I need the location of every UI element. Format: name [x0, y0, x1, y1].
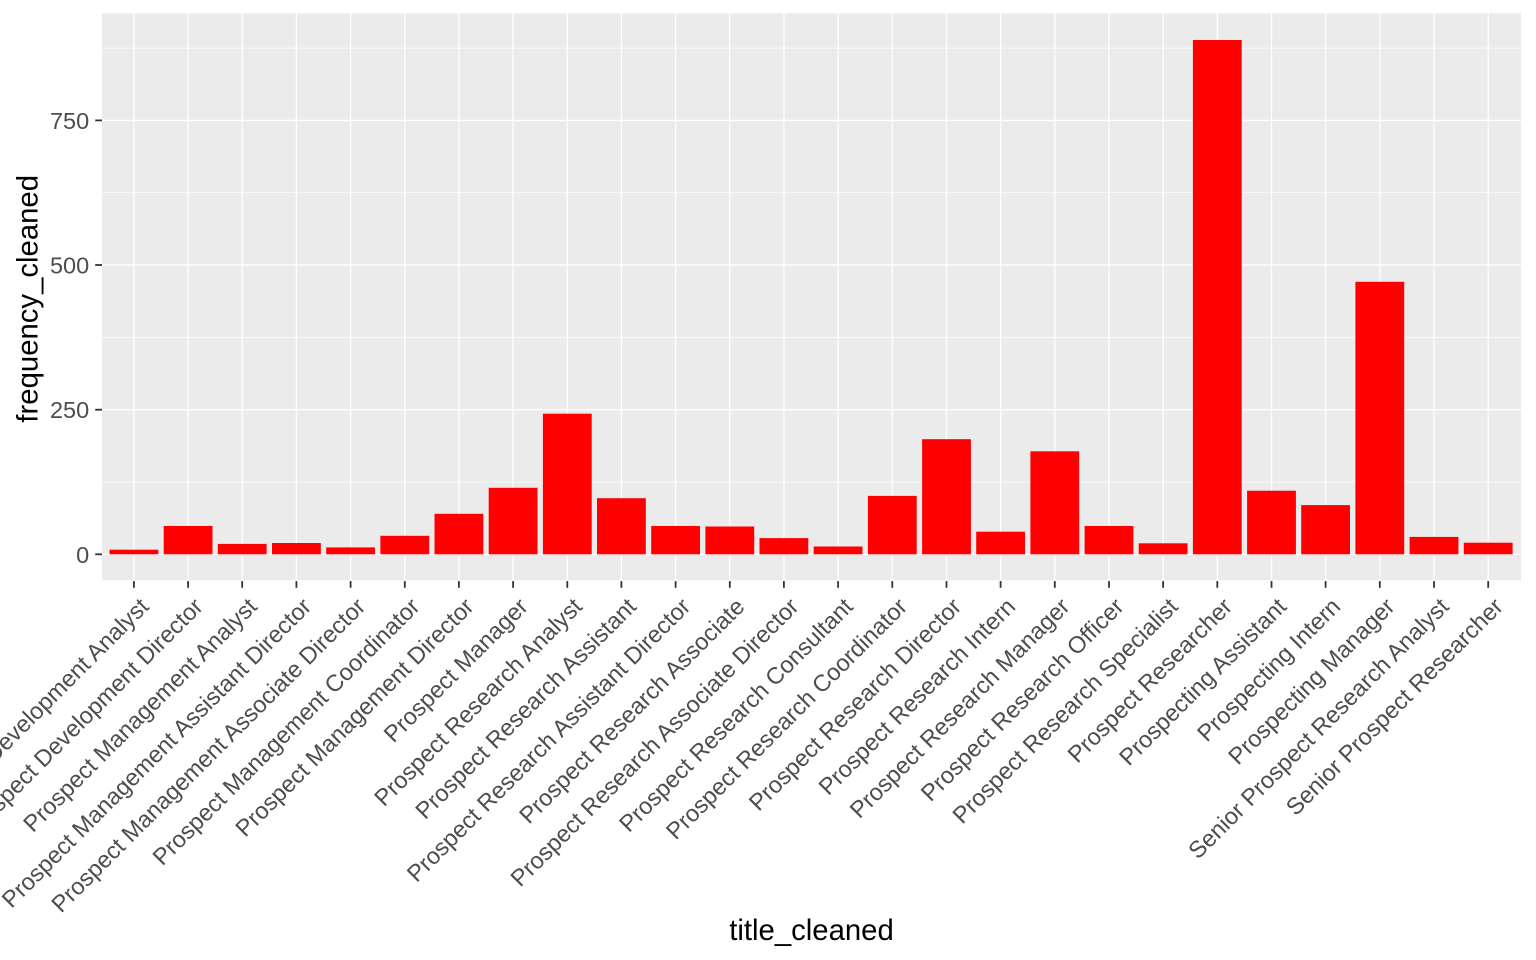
- svg-text:0: 0: [76, 542, 89, 568]
- svg-text:250: 250: [50, 397, 89, 423]
- svg-text:750: 750: [50, 108, 89, 134]
- svg-text:500: 500: [50, 253, 89, 279]
- svg-text:title_cleaned: title_cleaned: [729, 914, 894, 947]
- svg-text:frequency_cleaned: frequency_cleaned: [11, 175, 44, 423]
